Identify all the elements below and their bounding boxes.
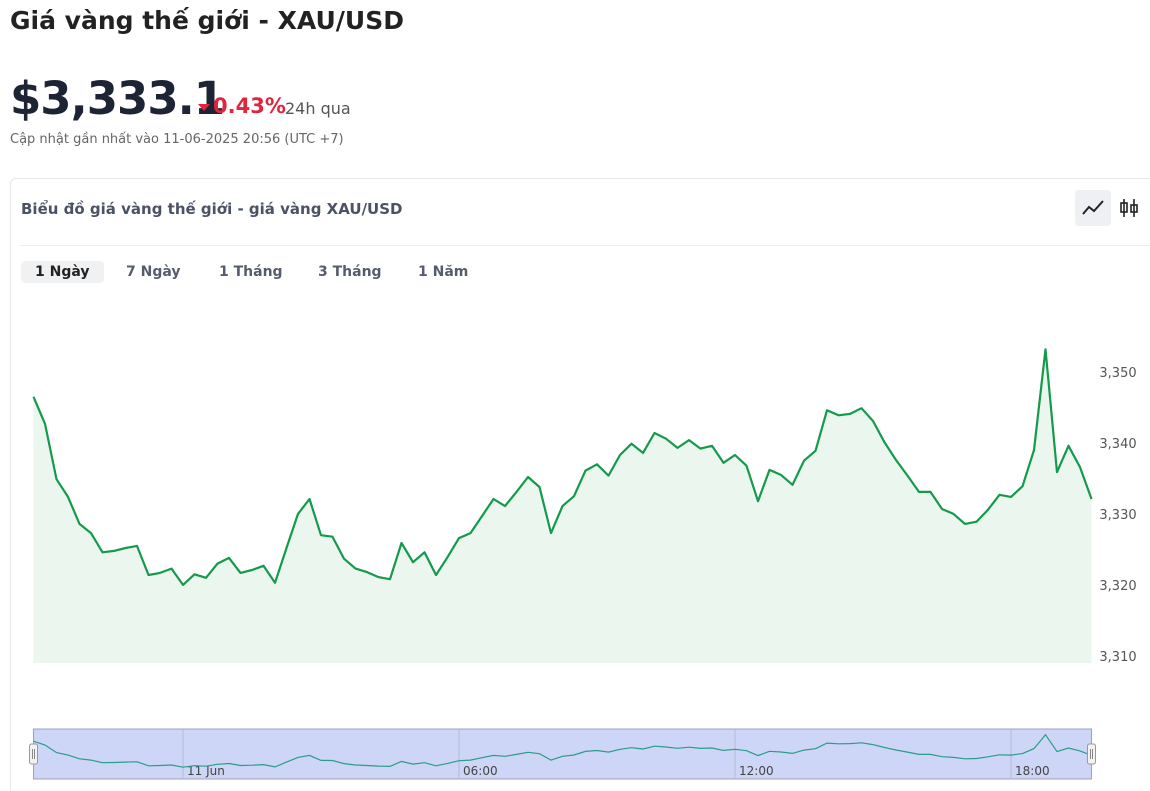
separator <box>20 245 1150 246</box>
change-period: 24h qua <box>285 99 351 118</box>
range-tab[interactable]: 1 Năm <box>418 264 469 280</box>
navigator-handle[interactable] <box>1087 743 1096 765</box>
x-tick-label: 18:00 <box>1015 764 1050 778</box>
line-icon <box>1082 200 1104 215</box>
x-tick-label: 12:00 <box>739 764 774 778</box>
range-tab[interactable]: 3 Tháng <box>318 264 382 280</box>
price-line <box>32 348 1093 586</box>
navigator-handle[interactable] <box>29 743 38 765</box>
card-title: Biểu đồ giá vàng thế giới - giá vàng XAU… <box>21 200 403 218</box>
candle-icon <box>1120 199 1138 217</box>
price-change: 0.43% <box>213 94 286 118</box>
y-tick-label: 3,320 <box>1099 579 1136 594</box>
price: $3,333.1 <box>10 72 225 125</box>
y-tick-label: 3,340 <box>1099 437 1136 452</box>
line-chart-button[interactable] <box>1075 190 1111 226</box>
range-tab[interactable]: 1 Ngày <box>21 261 104 283</box>
x-tick-label: 11 Jun <box>187 764 225 778</box>
chart-card <box>10 178 1150 791</box>
x-tick-label: 06:00 <box>463 764 498 778</box>
y-tick-label: 3,310 <box>1099 650 1136 665</box>
y-tick-label: 3,330 <box>1099 508 1136 523</box>
candle-chart-button[interactable] <box>1111 190 1147 226</box>
page-title: Giá vàng thế giới - XAU/USD <box>10 6 404 35</box>
range-tab[interactable]: 7 Ngày <box>126 264 181 280</box>
navigator-line <box>33 733 1092 768</box>
updated-time: Cập nhật gần nhất vào 11-06-2025 20:56 (… <box>10 132 344 147</box>
down-arrow <box>198 104 210 111</box>
y-tick-label: 3,350 <box>1099 366 1136 381</box>
range-tab[interactable]: 1 Tháng <box>219 264 283 280</box>
